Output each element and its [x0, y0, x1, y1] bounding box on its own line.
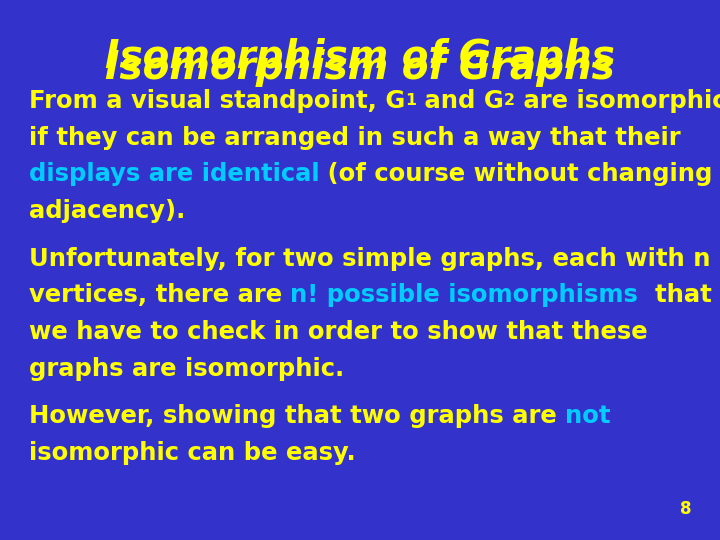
Text: displays are identical: displays are identical [29, 163, 320, 186]
Text: vertices, there are: vertices, there are [29, 284, 290, 307]
Text: isomorphic can be easy.: isomorphic can be easy. [29, 441, 356, 465]
Text: (of course without changing: (of course without changing [320, 163, 713, 186]
Text: if they can be arranged in such a way that their: if they can be arranged in such a way th… [29, 126, 680, 150]
Text: we have to check in order to show that these: we have to check in order to show that t… [29, 320, 647, 344]
Text: 1: 1 [405, 93, 416, 108]
Text: not: not [565, 404, 611, 428]
Text: that: that [639, 284, 712, 307]
Text: However, showing that two graphs are: However, showing that two graphs are [29, 404, 565, 428]
Text: adjacency).: adjacency). [29, 199, 185, 223]
Text: 2: 2 [504, 93, 515, 108]
Text: Isomorphism of Graphs: Isomorphism of Graphs [105, 38, 615, 76]
Text: are isomorphic: are isomorphic [515, 89, 720, 113]
Text: and G: and G [416, 89, 504, 113]
Text: n! possible isomorphisms: n! possible isomorphisms [290, 284, 639, 307]
Text: 8: 8 [680, 501, 691, 518]
Text: graphs are isomorphic.: graphs are isomorphic. [29, 357, 344, 381]
Text: Unfortunately, for two simple graphs, each with n: Unfortunately, for two simple graphs, ea… [29, 247, 711, 271]
Text: From a visual standpoint, G: From a visual standpoint, G [29, 89, 405, 113]
Text: Isomorphism of Graphs: Isomorphism of Graphs [105, 49, 615, 86]
